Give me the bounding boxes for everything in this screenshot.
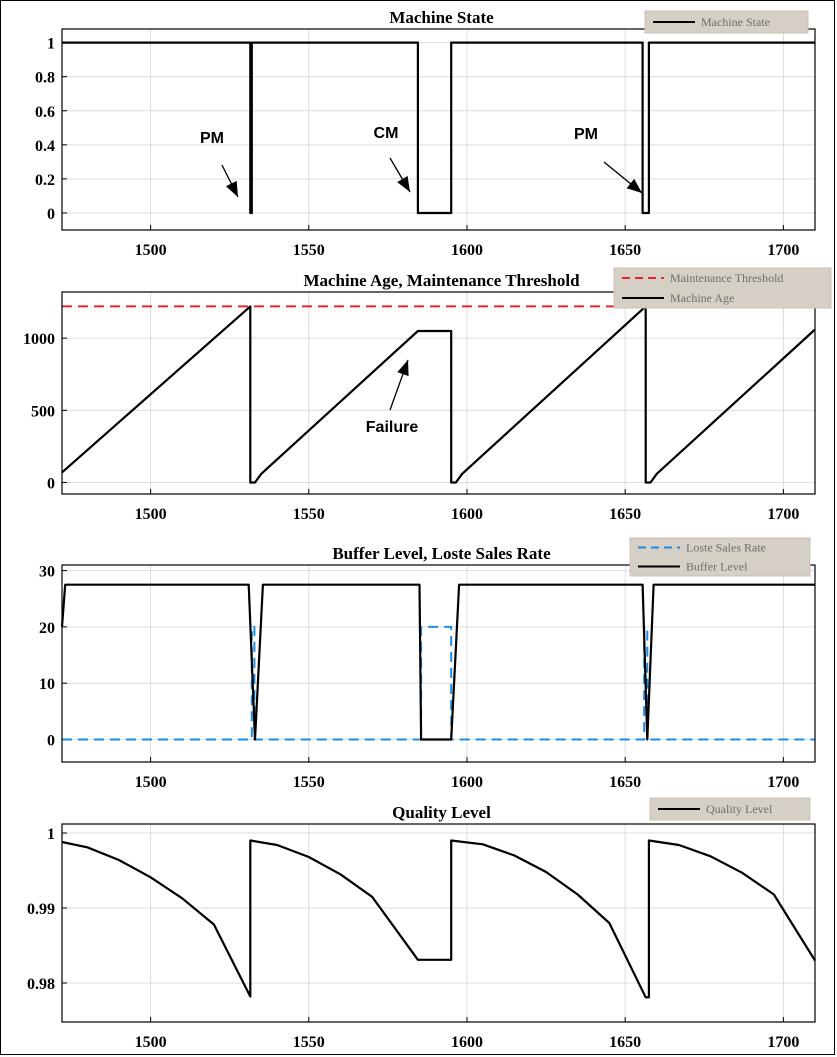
y-tick-label: 0.6 <box>35 104 55 121</box>
x-tick-label: 1600 <box>451 774 483 791</box>
y-tick-label: 0.4 <box>35 138 55 155</box>
legend-box <box>649 797 811 821</box>
axes-box <box>61 564 816 763</box>
legend: Maintenance Threshold Machine Age <box>613 267 832 309</box>
annotation-label: PM <box>574 126 598 143</box>
y-tick-label: 0.2 <box>35 172 55 189</box>
y-tick-label: 1 <box>47 36 55 53</box>
legend-box <box>629 537 811 577</box>
x-tick-label: 1650 <box>609 242 641 259</box>
y-tick-label: 30 <box>39 564 55 581</box>
x-tick-label: 1650 <box>609 506 641 523</box>
annotation-label: CM <box>374 125 399 142</box>
annotation-label: Failure <box>366 419 419 436</box>
x-tick-label: 1550 <box>293 242 325 259</box>
y-tick-label: 0 <box>47 206 55 223</box>
x-tick-label: 1550 <box>293 774 325 791</box>
legend-box <box>644 10 809 34</box>
series-line-loste-sales-rate <box>62 625 815 741</box>
y-tick-label: 0.8 <box>35 70 55 87</box>
y-tick-label: 20 <box>39 620 55 637</box>
chart-2: 1500 1550 1600 1650 1700 1000 500 0 Machine Age,… <box>23 267 832 523</box>
x-tick-label: 1650 <box>609 774 641 791</box>
x-tick-label: 1500 <box>135 774 167 791</box>
annotation-arrowhead <box>397 360 409 377</box>
chart-title: Machine State <box>389 8 494 27</box>
x-tick-label: 1500 <box>135 242 167 259</box>
legend-label: Buffer Level <box>686 560 748 574</box>
x-tick-label: 1550 <box>293 1034 325 1051</box>
x-tick-label: 1500 <box>135 1034 167 1051</box>
y-tick-label: 0.99 <box>27 901 55 918</box>
legend-label: Loste Sales Rate <box>686 541 766 555</box>
y-tick-label: 0 <box>47 732 55 749</box>
x-tick-label: 1550 <box>293 506 325 523</box>
chart-title: Quality Level <box>392 803 491 822</box>
y-tick-label: 1 <box>47 826 55 843</box>
y-tick-label: 0.98 <box>27 976 55 993</box>
legend-label: Machine Age <box>670 291 734 305</box>
legend: Quality Level <box>649 797 811 821</box>
legend-label: Quality Level <box>706 802 773 816</box>
chart-title: Buffer Level, Loste Sales Rate <box>332 544 551 563</box>
annotation-label: PM <box>200 130 224 147</box>
x-tick-label: 1500 <box>135 506 167 523</box>
series-line-machine-age <box>61 305 816 484</box>
x-tick-label: 1700 <box>767 242 799 259</box>
plot-area <box>62 824 815 1022</box>
plot-area <box>62 29 815 230</box>
x-tick-label: 1650 <box>609 1034 641 1051</box>
chart-1: 1500 1550 1600 1650 1700 1 0.8 0.6 0.4 0.2 0 Machin… <box>35 8 816 259</box>
x-tick-label: 1600 <box>451 506 483 523</box>
x-tick-label: 1600 <box>451 1034 483 1051</box>
annotation-arrowhead <box>626 178 642 193</box>
annotation-arrowhead <box>397 176 410 192</box>
axes-box <box>61 28 816 231</box>
series-line-machine-state <box>62 41 815 215</box>
series-line-buffer-level <box>60 583 815 741</box>
y-tick-label: 500 <box>31 403 55 420</box>
chart-4: 1500 1550 1600 1650 1700 1 0.99 0.98 Quality Lev… <box>27 797 816 1051</box>
x-tick-label: 1700 <box>767 774 799 791</box>
legend-label: Machine State <box>701 15 770 29</box>
chart-title: Machine Age, Maintenance Threshold <box>303 271 580 290</box>
x-tick-label: 1700 <box>767 506 799 523</box>
y-tick-label: 1000 <box>23 331 55 348</box>
legend-box <box>613 267 832 309</box>
legend-label: Maintenance Threshold <box>670 271 783 285</box>
chart-3: 1500 1550 1600 1650 1700 30 20 10 0 Buffer Level,… <box>39 537 816 791</box>
x-tick-label: 1600 <box>451 242 483 259</box>
plot-area <box>62 565 815 762</box>
axes-box <box>61 823 816 1023</box>
y-tick-label: 0 <box>47 475 55 492</box>
plot-area <box>62 292 815 494</box>
y-tick-label: 10 <box>39 676 55 693</box>
axes-box <box>61 291 816 495</box>
annotation-arrowhead <box>225 180 238 197</box>
series-line-quality-level <box>61 839 816 999</box>
legend: Machine State <box>644 10 809 34</box>
x-tick-label: 1700 <box>767 1034 799 1051</box>
legend: Loste Sales Rate Buffer Level <box>629 537 811 577</box>
